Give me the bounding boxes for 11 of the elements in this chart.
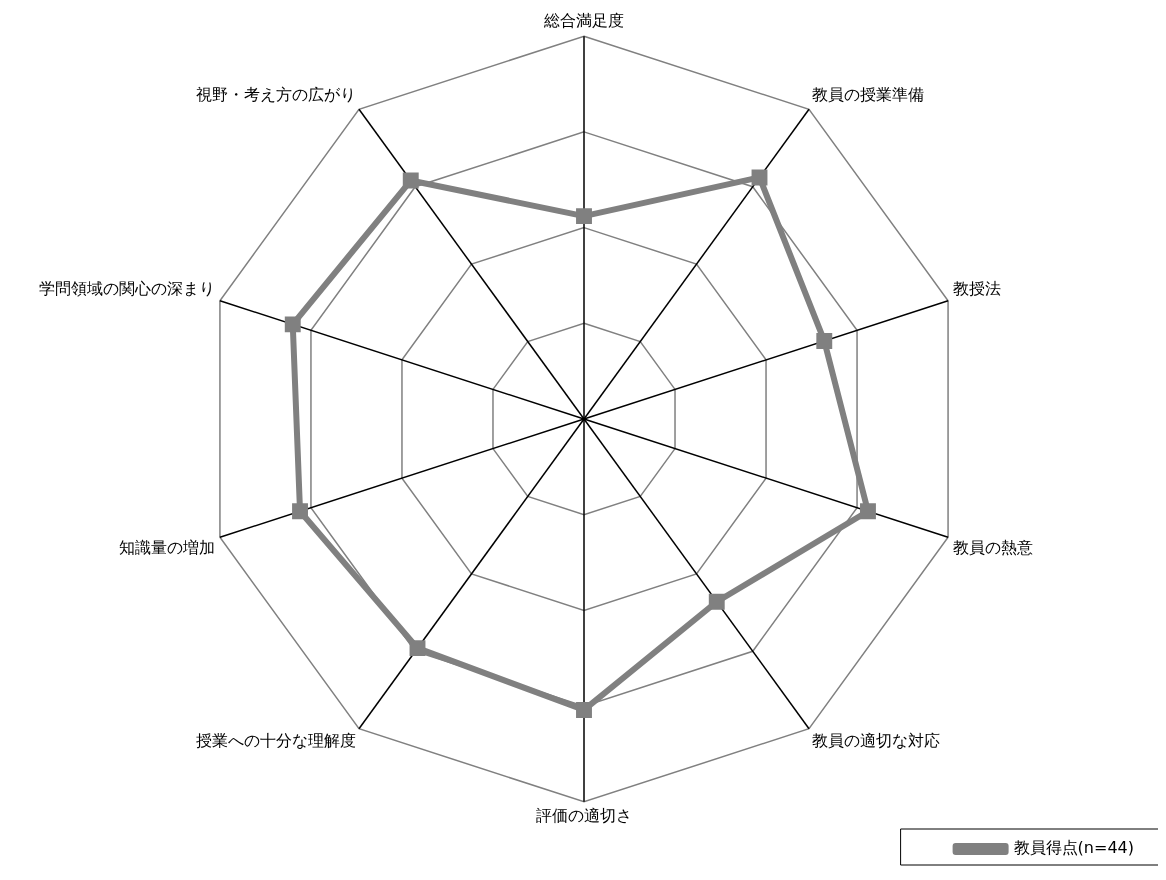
spoke-label: 教員の適切な対応 <box>811 731 940 751</box>
spoke-label: 教員の授業準備 <box>811 84 924 104</box>
spoke-label: 視野・考え方の広がり <box>196 84 357 104</box>
spoke-label: 知識量の増加 <box>119 537 216 557</box>
spoke-label: 学問領域の関心の深まり <box>39 278 216 298</box>
spoke-label: 評価の適切さ <box>536 805 632 825</box>
spoke-label: 教授法 <box>952 278 1001 298</box>
legend-label: 教員得点(n=44) <box>1013 838 1134 858</box>
spoke-label: 授業への十分な理解度 <box>196 731 357 751</box>
spoke-label: 教員の熱意 <box>952 537 1033 557</box>
spoke-label: 総合満足度 <box>543 10 624 30</box>
